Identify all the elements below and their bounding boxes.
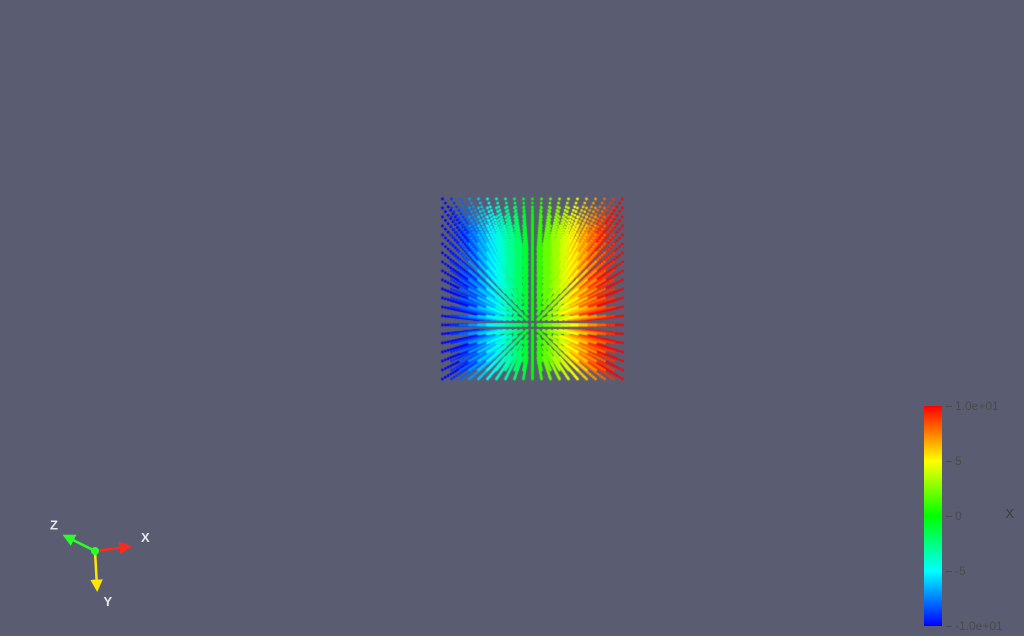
axis-y-label: Y [104, 594, 113, 609]
axis-y-arrow [95, 551, 97, 587]
legend-tick: 1.0e+01 [946, 400, 999, 412]
legend-tick-label: 1.0e+01 [955, 399, 999, 413]
legend-tick: 0 [946, 510, 962, 522]
color-legend-ticks: 1.0e+0150-5-1.0e+01 [946, 406, 1006, 626]
legend-tick: -5 [946, 565, 966, 577]
render-viewport[interactable]: X Y Z 1.0e+01 5 0 -5 -1.0e+01 X [0, 0, 1024, 636]
axis-x-arrow [95, 547, 127, 551]
axes-origin-marker [91, 547, 99, 555]
orientation-axes-gizmo[interactable]: X Y Z [40, 496, 150, 606]
color-legend: 1.0e+0150-5-1.0e+01 [924, 406, 994, 626]
legend-tick-label: 0 [955, 509, 962, 523]
axis-x-label: X [141, 530, 150, 545]
legend-tick: 5 [946, 455, 962, 467]
point-cloud-canvas[interactable] [0, 0, 1024, 636]
axis-z-arrow [67, 537, 95, 551]
axis-z-label: Z [50, 518, 58, 533]
color-legend-bar [924, 406, 942, 626]
legend-tick: -1.0e+01 [946, 620, 1003, 632]
legend-tick-label: -1.0e+01 [955, 619, 1003, 633]
color-legend-title: X [1005, 506, 1014, 521]
legend-tick-label: 5 [955, 454, 962, 468]
legend-tick-label: -5 [955, 564, 966, 578]
